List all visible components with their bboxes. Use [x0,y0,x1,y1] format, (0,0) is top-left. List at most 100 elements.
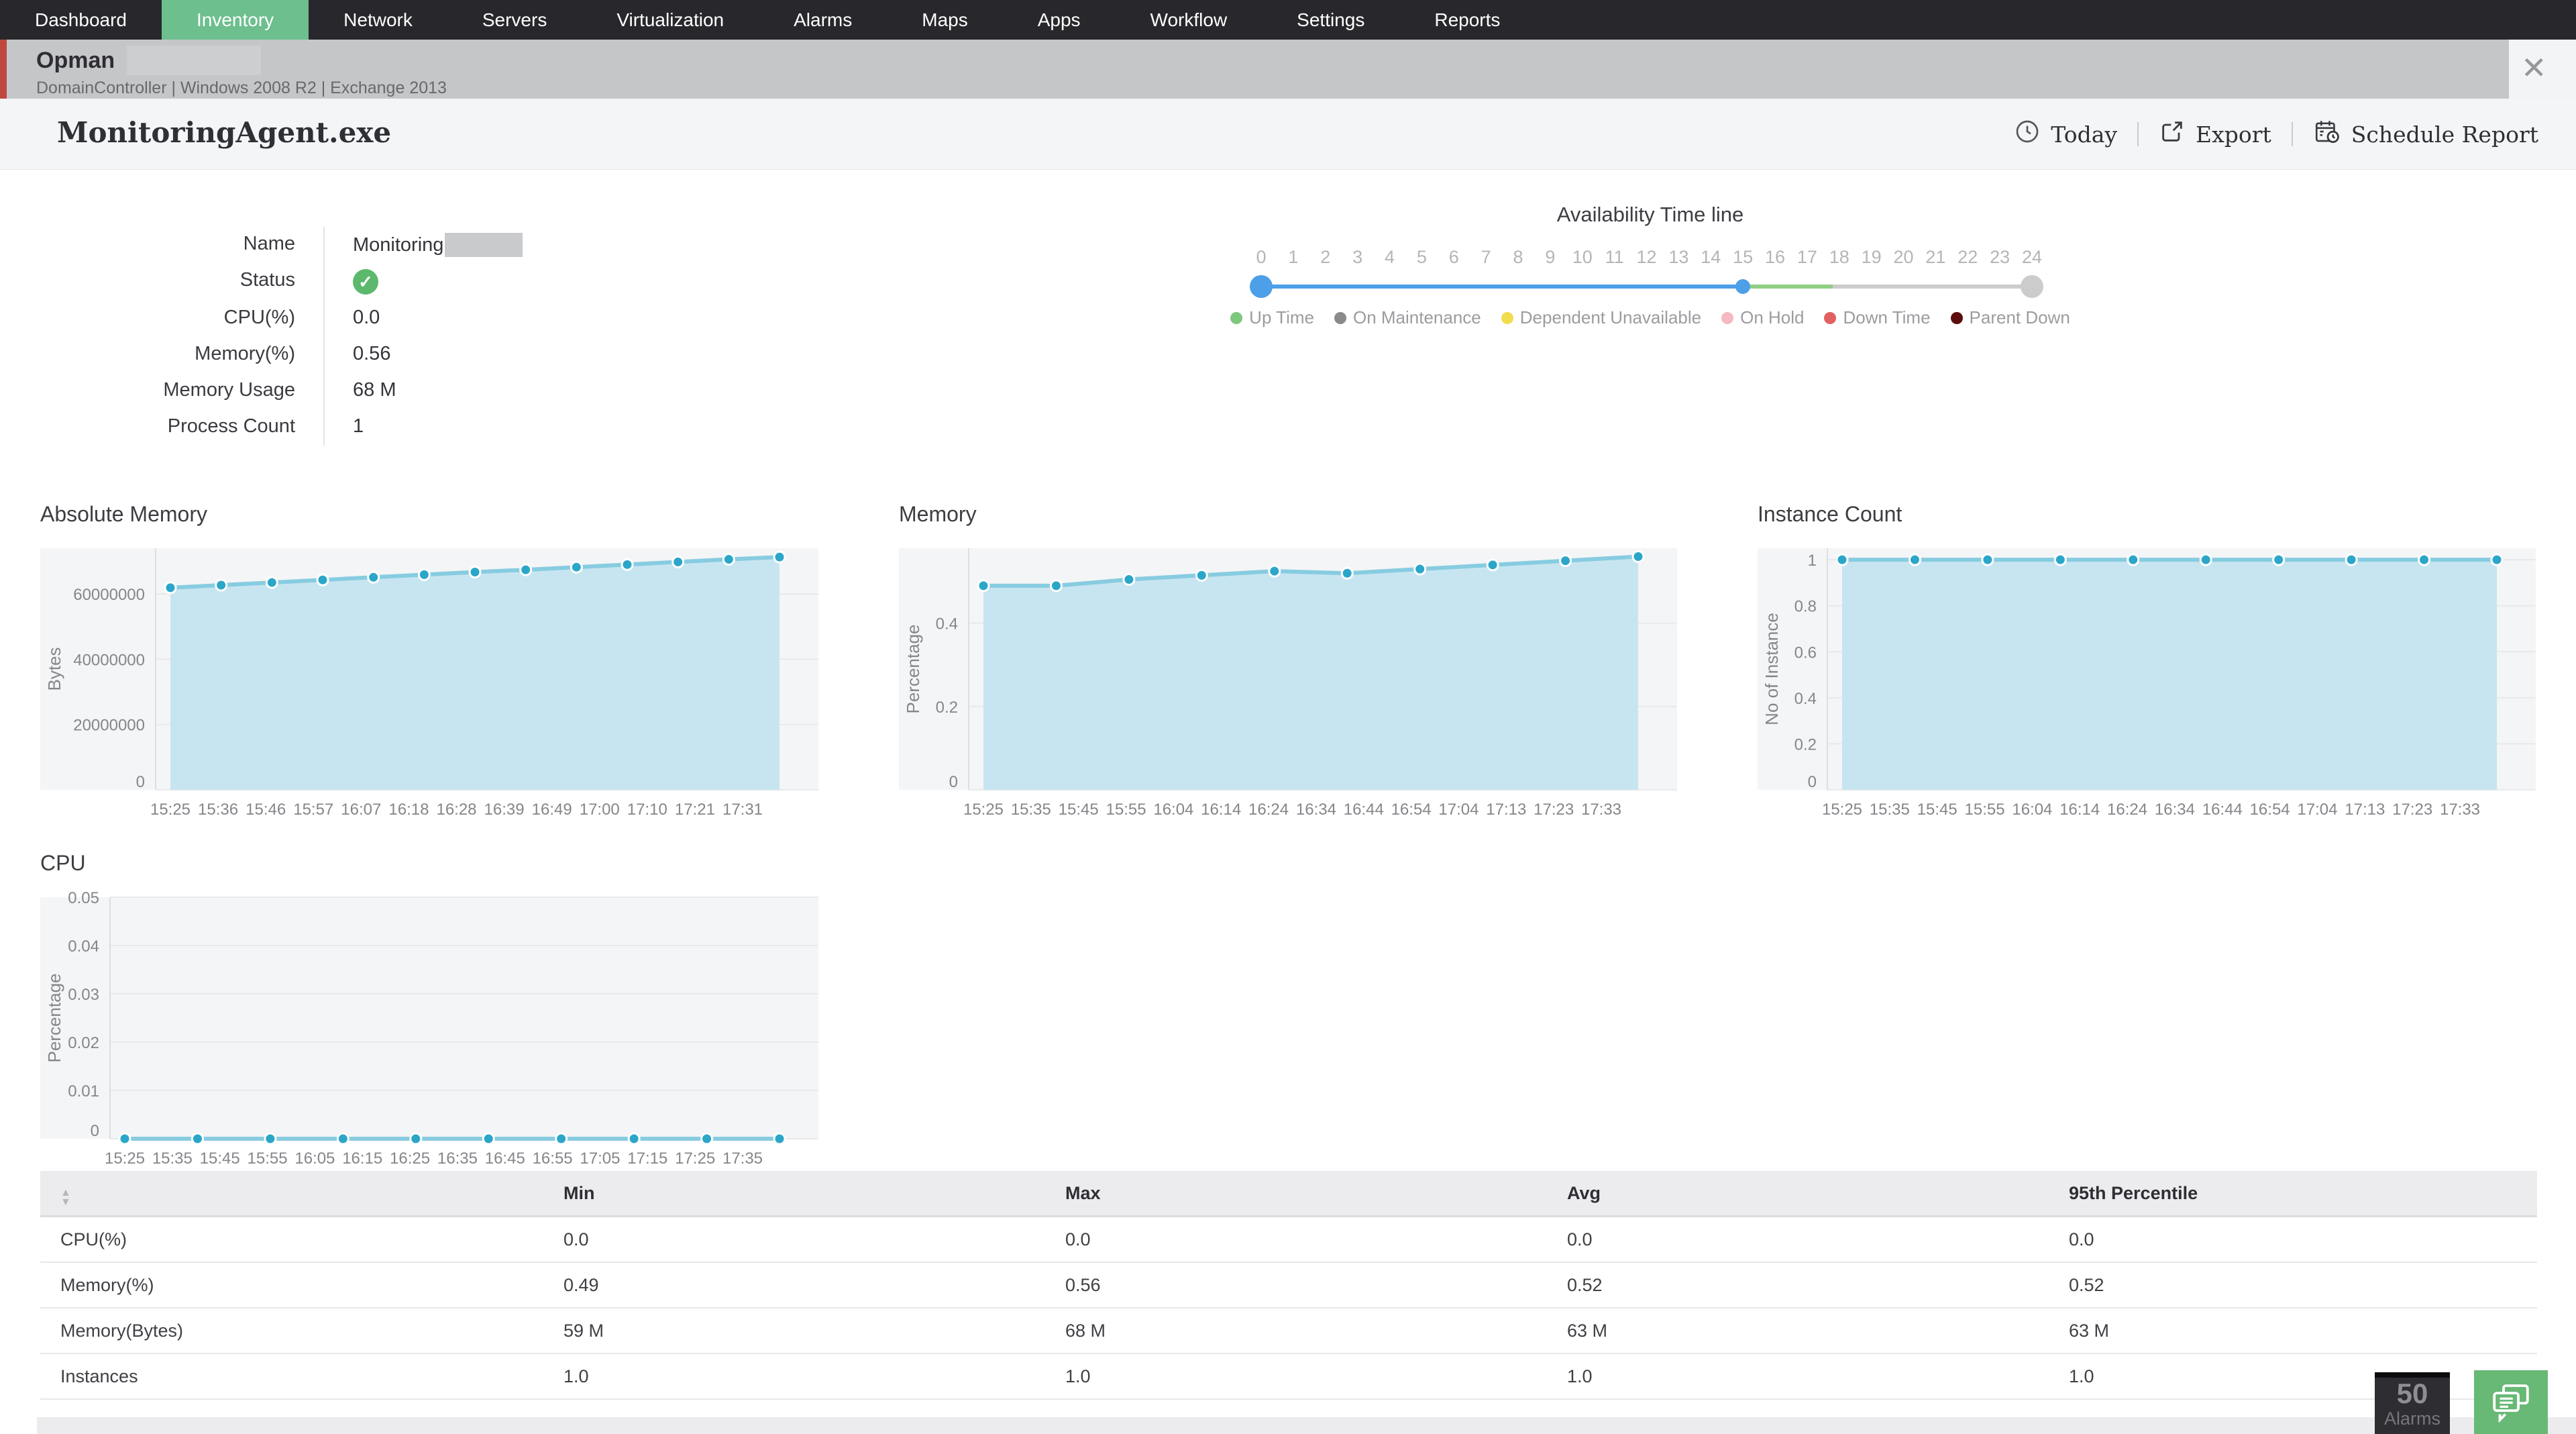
info-row-memory-pct: Memory(%) 0.56 [57,337,635,373]
legend-label: On Hold [1740,307,1805,327]
timeline-hour-label: 22 [1957,247,1978,267]
close-icon[interactable]: ✕ [2521,50,2547,85]
svg-text:15:35: 15:35 [1870,801,1910,819]
svg-text:15:55: 15:55 [1106,801,1146,819]
timeline-slider-handle[interactable] [1250,275,1273,298]
chart-title: Instance Count [1758,502,1902,526]
svg-text:17:33: 17:33 [2440,801,2480,819]
svg-text:0.2: 0.2 [936,699,958,717]
nav-item-virtualization[interactable]: Virtualization [616,9,724,30]
schedule-report-button[interactable]: Schedule Report [2313,117,2538,151]
svg-text:16:49: 16:49 [532,801,572,819]
instance-count-chart: Instance Count 0 0.2 0.4 0.6 0.8 1 No of Insta… [1758,502,2536,823]
memory-plot: 0 0.2 0.4 Percentage 15:25 15:35 15:45 15:55 16:… [899,535,1677,823]
timeline-hour-label: 24 [2021,247,2043,267]
timeline-hour-label: 14 [1701,247,1721,267]
nav-item-settings[interactable]: Settings [1297,9,1365,30]
clock-icon [2014,118,2041,150]
nav-item-workflow[interactable]: Workflow [1150,9,1228,30]
timeline-slider-handle[interactable] [1735,279,1751,294]
timeline-hour-scale: 0 1 2 3 4 5 6 7 8 9 10 11 12 13 14 15 16 17 18 19 20 21 22 23 24 [1249,247,2051,271]
svg-text:17:05: 17:05 [580,1149,620,1168]
nav-item-network[interactable]: Network [343,9,413,30]
info-value-status: ✓ [323,263,635,301]
nav-item-dashboard[interactable]: Dashboard [35,9,127,30]
timeline-slider-segment [1833,285,2032,289]
legend-label: Dependent Unavailable [1519,307,1702,327]
cpu-chart: CPU 0 0.01 0.02 0.03 0.04 0.05 Percentage 15:25… [40,851,818,1172]
svg-text:60000000: 60000000 [73,586,145,604]
svg-text:15:46: 15:46 [246,801,286,819]
timeline-slider-segment [1743,285,1833,289]
cell-min: 1.0 [564,1366,589,1386]
svg-text:17:31: 17:31 [722,801,763,819]
instance-count-plot: 0 0.2 0.4 0.6 0.8 1 No of Instance 15:25 15:35 15… [1758,535,2536,823]
sort-icon[interactable]: ▲ ▼ [60,1186,71,1208]
svg-text:15:35: 15:35 [1011,801,1051,819]
svg-text:0.03: 0.03 [68,986,99,1004]
legend-label: On Maintenance [1352,307,1481,327]
chat-button[interactable] [2474,1370,2548,1434]
svg-text:16:07: 16:07 [341,801,381,819]
nav-item-reports[interactable]: Reports [1434,9,1501,30]
svg-text:16:04: 16:04 [1153,801,1193,819]
timeline-slider[interactable] [1249,272,2051,302]
svg-text:Percentage: Percentage [903,625,923,714]
column-header-95th[interactable]: 95th Percentile [2069,1182,2198,1203]
today-label: Today [2051,121,2118,148]
info-label: CPU(%) [223,307,295,328]
page-title-row: MonitoringAgent.exe Today Export [0,99,2576,170]
page-actions: Today Export [2014,117,2538,151]
export-label: Export [2196,121,2271,148]
svg-text:16:05: 16:05 [294,1149,335,1168]
svg-text:17:13: 17:13 [2345,801,2385,819]
schedule-report-label: Schedule Report [2351,121,2538,148]
column-header-avg[interactable]: Avg [1567,1182,1601,1203]
timeline-slider-handle[interactable] [2021,275,2043,298]
timeline-hour-label: 0 [1256,247,1267,267]
nav-item-apps[interactable]: Apps [1037,9,1081,30]
stats-table-header: ▲ ▼ Min Max Avg 95th Percentile [40,1171,2537,1217]
svg-text:17:21: 17:21 [675,801,715,819]
svg-text:17:10: 17:10 [627,801,667,819]
row-label: Instances [60,1366,138,1386]
timeline-hour-label: 12 [1636,247,1657,267]
alarms-label: Alarms [2383,1409,2440,1429]
export-button[interactable]: Export [2159,118,2271,150]
column-header-min[interactable]: Min [564,1182,595,1203]
stats-table: ▲ ▼ Min Max Avg 95th Percentile CPU(%) 0.… [40,1171,2537,1400]
redacted-text-block [445,233,523,257]
legend-dot-icon [1230,311,1243,324]
table-row-memory-pct: Memory(%) 0.49 0.56 0.52 0.52 [40,1263,2537,1309]
svg-text:0.6: 0.6 [1794,644,1817,662]
svg-text:15:45: 15:45 [200,1149,240,1168]
info-value-memory-pct: 0.56 [323,337,635,373]
svg-text:15:25: 15:25 [150,801,191,819]
cell-max: 0.56 [1065,1274,1101,1295]
today-button[interactable]: Today [2014,118,2117,150]
svg-text:0.2: 0.2 [1794,735,1817,754]
svg-text:Percentage: Percentage [44,974,64,1063]
svg-text:16:28: 16:28 [436,801,476,819]
availability-timeline: Availability Time line 0 1 2 3 4 5 6 7 8 9 10 11 12 1… [1230,203,2070,328]
svg-text:17:04: 17:04 [1438,801,1479,819]
chart-title: Absolute Memory [40,502,207,526]
nav-item-servers[interactable]: Servers [482,9,547,30]
cell-max: 0.0 [1065,1229,1091,1249]
chat-bubbles-icon [2489,1378,2533,1426]
nav-item-alarms[interactable]: Alarms [794,9,853,30]
svg-text:16:34: 16:34 [1296,801,1336,819]
cell-max: 1.0 [1065,1366,1091,1386]
nav-item-maps[interactable]: Maps [922,9,968,30]
next-section-header-strip [37,1417,2576,1434]
legend-dot-icon [1950,311,1963,324]
svg-text:Bytes: Bytes [44,647,64,690]
cell-avg: 0.0 [1567,1229,1593,1249]
alarms-badge[interactable]: 50 Alarms [2375,1372,2450,1434]
divider [2137,122,2139,146]
svg-text:0: 0 [91,1122,99,1140]
svg-text:16:45: 16:45 [485,1149,525,1168]
cell-95th: 0.0 [2069,1229,2094,1249]
nav-item-inventory[interactable]: Inventory [161,0,309,40]
column-header-max[interactable]: Max [1065,1182,1101,1203]
